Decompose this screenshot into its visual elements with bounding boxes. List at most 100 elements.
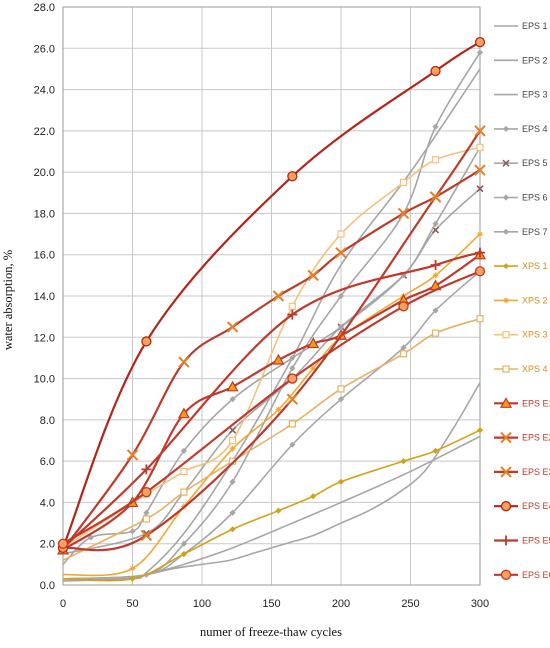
x-tick-label: 50 xyxy=(126,598,138,610)
y-tick-label: 6.0 xyxy=(40,456,55,468)
legend-item: EPS 4 xyxy=(494,124,548,134)
legend-label: EPS 3 xyxy=(522,90,548,100)
series-line xyxy=(62,435,481,582)
data-point xyxy=(226,321,239,333)
data-point xyxy=(337,396,345,403)
data-point xyxy=(430,260,441,271)
data-point xyxy=(399,350,408,358)
legend-marker xyxy=(500,431,512,444)
data-point xyxy=(307,269,319,282)
data-point xyxy=(476,315,484,323)
data-point xyxy=(400,458,407,465)
data-point xyxy=(289,441,296,448)
x-tick-label: 250 xyxy=(401,598,419,610)
data-point xyxy=(129,528,136,535)
legend-label: XPS 4 xyxy=(522,364,548,374)
y-tick-label: 0.0 xyxy=(40,580,55,592)
data-point xyxy=(335,246,347,259)
legend-item: XPS 3 xyxy=(494,330,548,340)
data-point xyxy=(229,396,236,403)
data-point xyxy=(140,529,153,542)
data-point xyxy=(337,230,345,238)
legend-label: EPS 4 xyxy=(522,124,548,134)
legend-item: EPS 2 xyxy=(494,55,548,65)
legend-item: EPS E1 xyxy=(494,397,550,408)
legend-item: EPS E4 xyxy=(494,501,550,512)
data-point xyxy=(289,365,296,372)
legend-marker xyxy=(502,331,510,339)
data-point xyxy=(126,449,139,461)
data-point xyxy=(129,565,136,572)
data-point xyxy=(397,207,410,220)
data-point xyxy=(275,406,282,413)
y-tick-label: 10.0 xyxy=(34,374,55,386)
legend-item: XPS 2 xyxy=(494,295,548,305)
data-point xyxy=(398,301,409,312)
data-point xyxy=(429,191,442,203)
y-tick-label: 14.0 xyxy=(34,291,55,303)
x-axis-ticks: 0 50 100 150 200 250 300 xyxy=(60,598,489,610)
legend-label: EPS 5 xyxy=(522,158,548,168)
series-eps-6 xyxy=(62,144,484,565)
legend-marker xyxy=(502,263,510,270)
data-point xyxy=(288,302,296,310)
data-point xyxy=(180,467,188,476)
data-point xyxy=(475,247,485,258)
legend-item: XPS 4 xyxy=(494,364,548,374)
y-tick-label: 8.0 xyxy=(40,415,55,427)
x-tick-label: 200 xyxy=(332,598,350,610)
data-point xyxy=(400,344,407,351)
legend-item: EPS 3 xyxy=(494,90,548,100)
data-point xyxy=(141,486,152,498)
data-point xyxy=(399,178,408,187)
data-point xyxy=(180,550,187,558)
data-point xyxy=(477,231,483,238)
series-eps-4 xyxy=(62,49,484,582)
y-axis-ticks: 0.0 2.0 4.0 6.0 8.0 10.0 12.0 14.0 16.0 18.0 20.0 2… xyxy=(34,2,55,592)
data-point xyxy=(432,272,439,279)
y-tick-label: 28.0 xyxy=(34,2,55,14)
x-axis-label: numer of freeze-thaw cycles xyxy=(200,625,342,639)
y-axis-label: water absorption, % xyxy=(1,250,15,350)
data-point xyxy=(275,507,282,514)
data-point xyxy=(229,478,236,485)
series-eps-e5 xyxy=(62,247,485,549)
x-tick-label: 300 xyxy=(471,598,489,610)
legend-label: EPS E5 xyxy=(522,536,550,546)
legend-label: EPS E4 xyxy=(522,501,550,511)
y-tick-label: 22.0 xyxy=(34,126,55,138)
grid-lines xyxy=(62,6,481,586)
data-point xyxy=(431,329,440,337)
legend-label: EPS 7 xyxy=(522,227,548,237)
data-point xyxy=(226,380,239,392)
series-line xyxy=(62,146,481,565)
series-eps-e6 xyxy=(57,266,486,549)
data-point xyxy=(180,447,187,454)
data-point xyxy=(474,164,486,176)
legend-marker xyxy=(502,125,510,132)
legend-marker xyxy=(503,297,509,304)
legend-item: EPS E5 xyxy=(494,535,550,546)
legend-marker xyxy=(500,466,512,478)
legend-label: EPS E3 xyxy=(522,467,550,477)
y-tick-label: 20.0 xyxy=(34,167,55,179)
legend-label: XPS 3 xyxy=(522,330,548,340)
legend-item: EPS 7 xyxy=(494,227,548,237)
data-point xyxy=(476,143,484,151)
data-point xyxy=(430,65,441,77)
x-tick-label: 100 xyxy=(193,598,211,610)
y-tick-label: 4.0 xyxy=(40,497,55,509)
data-point xyxy=(272,353,285,365)
data-point xyxy=(180,488,188,496)
legend-label: EPS 1 xyxy=(522,21,548,31)
data-point xyxy=(432,220,439,227)
data-point xyxy=(286,393,299,405)
y-tick-label: 26.0 xyxy=(34,43,55,55)
data-point xyxy=(177,407,190,419)
legend-label: EPS 2 xyxy=(522,55,548,65)
data-point xyxy=(178,356,190,368)
legend-item: XPS 1 xyxy=(494,261,548,271)
data-point xyxy=(474,36,486,48)
legend-item: EPS 5 xyxy=(494,158,548,168)
